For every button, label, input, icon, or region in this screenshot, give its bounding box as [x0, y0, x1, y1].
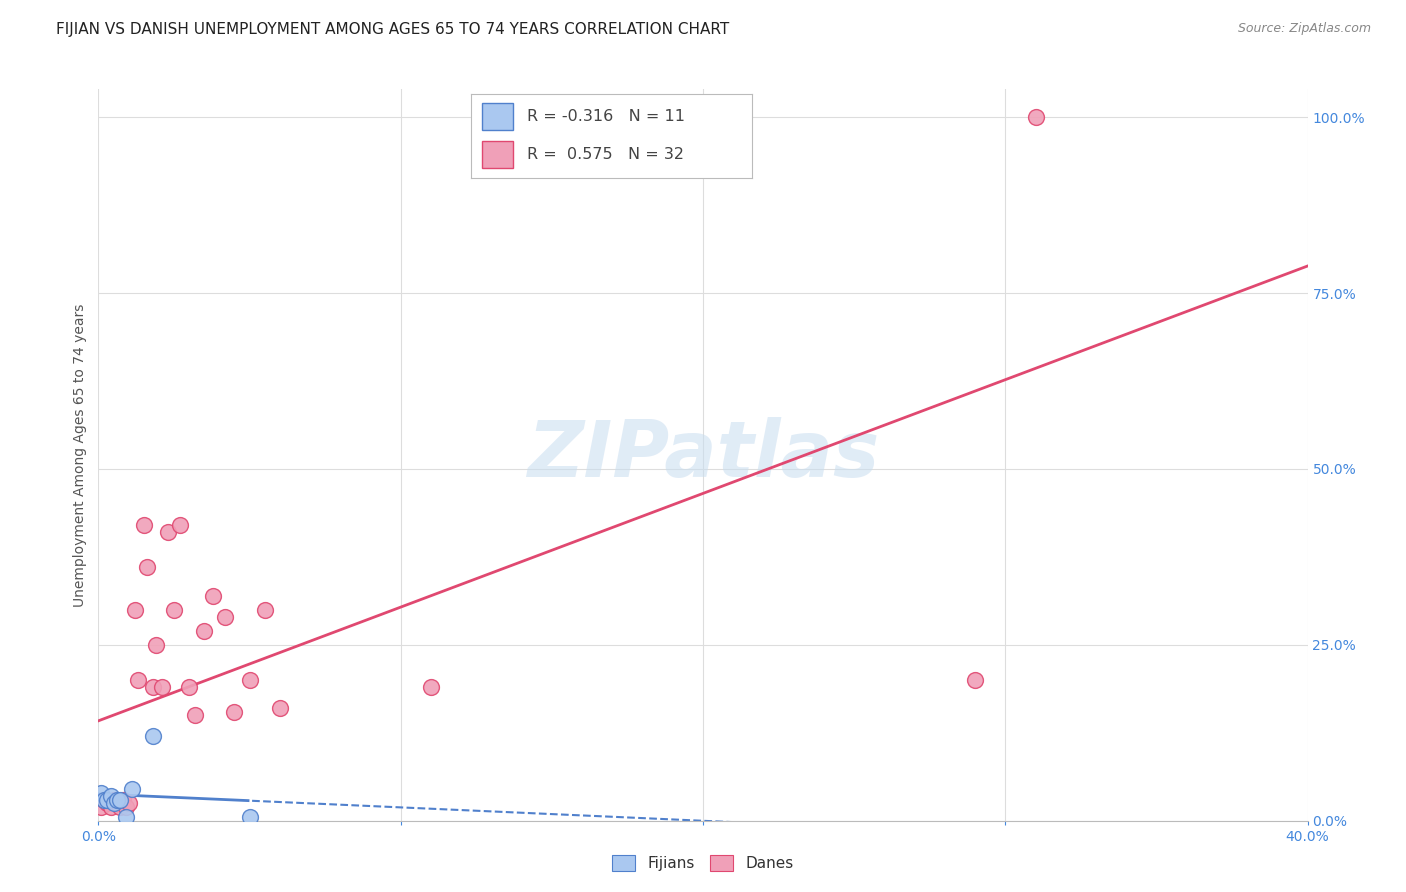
- Point: [124, 602, 146, 616]
- Point: [108, 799, 131, 814]
- Text: R = -0.316   N = 11: R = -0.316 N = 11: [527, 109, 685, 124]
- Point: [100, 799, 122, 814]
- Bar: [482, 103, 513, 130]
- Point: [169, 518, 191, 533]
- Text: R =  0.575   N = 32: R = 0.575 N = 32: [527, 147, 685, 162]
- Point: [105, 792, 128, 806]
- Point: [224, 705, 246, 719]
- Point: [103, 796, 125, 810]
- Point: [96, 796, 118, 810]
- Point: [114, 810, 136, 824]
- Point: [127, 673, 149, 687]
- Text: Source: ZipAtlas.com: Source: ZipAtlas.com: [1237, 22, 1371, 36]
- Text: ZIPatlas: ZIPatlas: [527, 417, 879, 493]
- Point: [142, 680, 165, 694]
- Point: [142, 729, 165, 743]
- Point: [214, 609, 236, 624]
- Point: [100, 789, 122, 803]
- Point: [150, 680, 173, 694]
- Text: FIJIAN VS DANISH UNEMPLOYMENT AMONG AGES 65 TO 74 YEARS CORRELATION CHART: FIJIAN VS DANISH UNEMPLOYMENT AMONG AGES…: [56, 22, 730, 37]
- Point: [193, 624, 215, 638]
- Point: [269, 701, 291, 715]
- Point: [90, 799, 112, 814]
- Point: [202, 589, 225, 603]
- Point: [239, 810, 262, 824]
- Point: [145, 638, 167, 652]
- Point: [93, 792, 115, 806]
- Y-axis label: Unemployment Among Ages 65 to 74 years: Unemployment Among Ages 65 to 74 years: [73, 303, 87, 607]
- Point: [184, 708, 207, 723]
- Point: [114, 799, 136, 814]
- Point: [420, 680, 443, 694]
- Point: [121, 782, 143, 797]
- Point: [179, 680, 201, 694]
- Point: [156, 525, 179, 540]
- Point: [118, 796, 141, 810]
- Point: [108, 792, 131, 806]
- Bar: [482, 141, 513, 169]
- Point: [132, 518, 155, 533]
- Point: [239, 673, 262, 687]
- Legend: Fijians, Danes: Fijians, Danes: [607, 850, 799, 875]
- Point: [253, 602, 276, 616]
- Point: [111, 792, 134, 806]
- Point: [965, 673, 987, 687]
- Point: [96, 792, 118, 806]
- Point: [93, 792, 115, 806]
- Point: [105, 796, 128, 810]
- Point: [103, 792, 125, 806]
- Point: [1024, 111, 1046, 125]
- Point: [90, 785, 112, 799]
- Point: [135, 560, 157, 574]
- Point: [163, 602, 186, 616]
